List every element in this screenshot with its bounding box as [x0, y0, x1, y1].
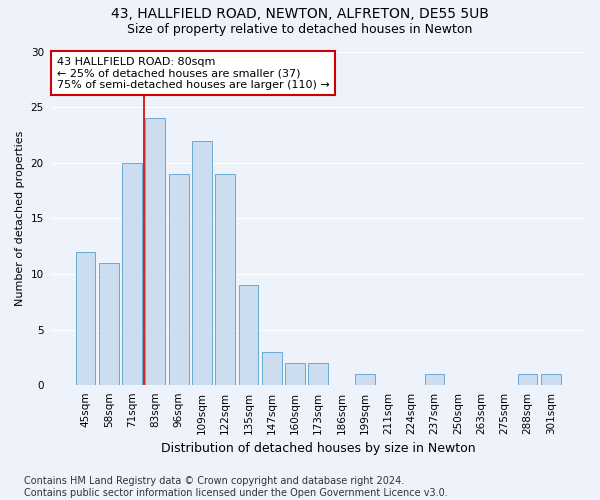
Bar: [285, 363, 305, 386]
Y-axis label: Number of detached properties: Number of detached properties: [15, 130, 25, 306]
X-axis label: Distribution of detached houses by size in Newton: Distribution of detached houses by size …: [161, 442, 476, 455]
Bar: [308, 363, 328, 386]
Bar: [262, 352, 281, 386]
Bar: [169, 174, 188, 386]
Bar: [99, 263, 119, 386]
Bar: [192, 140, 212, 386]
Bar: [215, 174, 235, 386]
Text: 43 HALLFIELD ROAD: 80sqm
← 25% of detached houses are smaller (37)
75% of semi-d: 43 HALLFIELD ROAD: 80sqm ← 25% of detach…: [57, 56, 329, 90]
Bar: [122, 163, 142, 386]
Bar: [355, 374, 374, 386]
Bar: [518, 374, 538, 386]
Bar: [239, 285, 259, 386]
Bar: [425, 374, 445, 386]
Bar: [76, 252, 95, 386]
Text: Size of property relative to detached houses in Newton: Size of property relative to detached ho…: [127, 22, 473, 36]
Bar: [541, 374, 561, 386]
Text: Contains HM Land Registry data © Crown copyright and database right 2024.
Contai: Contains HM Land Registry data © Crown c…: [24, 476, 448, 498]
Bar: [145, 118, 165, 386]
Text: 43, HALLFIELD ROAD, NEWTON, ALFRETON, DE55 5UB: 43, HALLFIELD ROAD, NEWTON, ALFRETON, DE…: [111, 8, 489, 22]
